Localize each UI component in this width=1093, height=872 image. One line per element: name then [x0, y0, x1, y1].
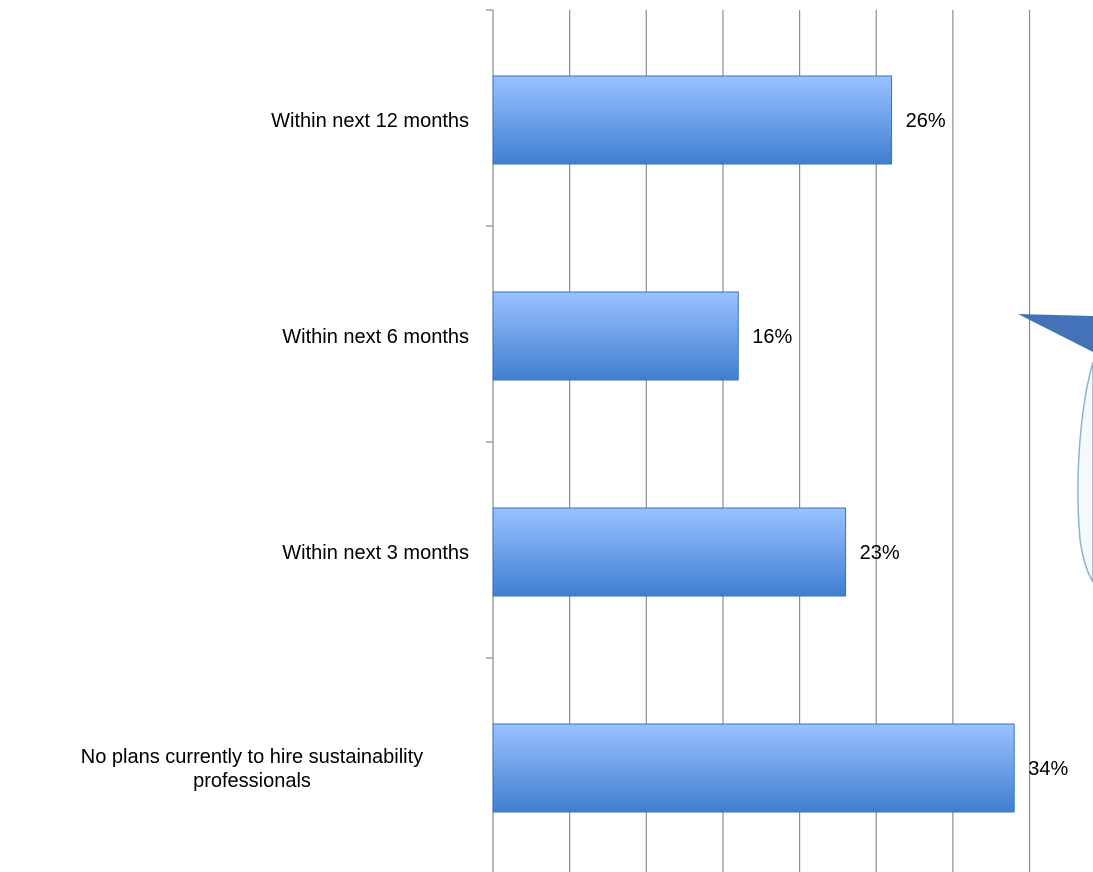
- bar: [492, 291, 739, 381]
- category-label: Within next 12 months: [271, 110, 469, 132]
- category-axis: [486, 9, 494, 872]
- data-label: 16%: [752, 326, 792, 348]
- callout-bubble-edge: [1077, 361, 1093, 584]
- callout-bubble: [1018, 314, 1093, 584]
- callout-pointer: [1018, 314, 1093, 352]
- data-label: 23%: [860, 542, 900, 564]
- data-label: 26%: [906, 110, 946, 132]
- bar: [492, 723, 1015, 813]
- category-label: Within next 6 months: [282, 326, 469, 348]
- bar: [492, 75, 893, 165]
- bar: [492, 507, 847, 597]
- category-label: No plans currently to hire sustainabilit…: [81, 746, 423, 792]
- data-label: 34%: [1028, 758, 1068, 780]
- category-labels: Within next 12 months Within next 6 month…: [81, 110, 469, 792]
- data-labels: 26% 16% 23% 34%: [752, 110, 1068, 780]
- bars: [492, 75, 1015, 813]
- category-label: Within next 3 months: [282, 542, 469, 564]
